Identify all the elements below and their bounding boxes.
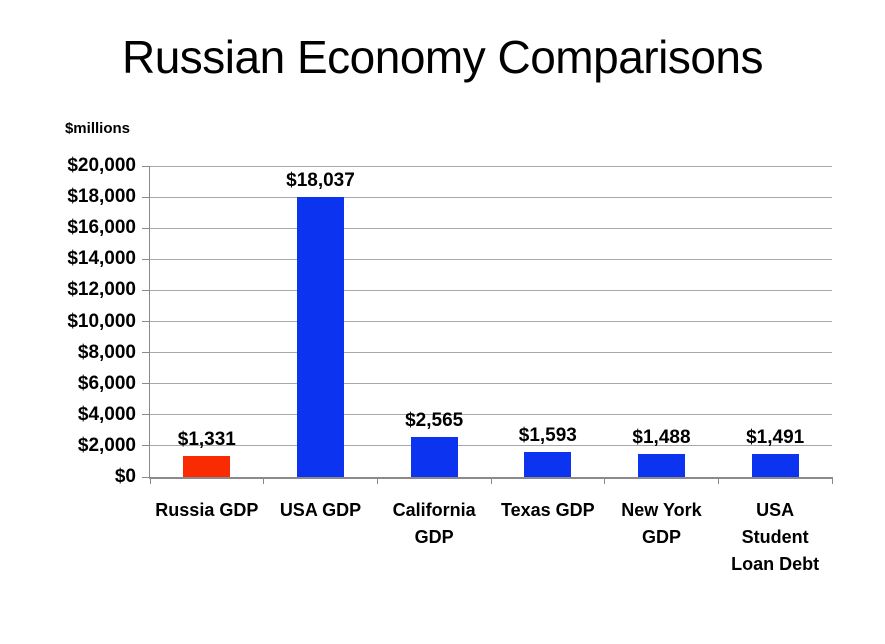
gridline	[150, 289, 832, 291]
category-label: Texas GDP	[500, 500, 595, 520]
bar-value-label: $2,565	[405, 410, 464, 432]
y-axis-label: $0	[114, 466, 136, 487]
category-label: New York GDP	[621, 500, 702, 547]
bar-value-label: $1,593	[518, 425, 577, 447]
y-axis-tick	[142, 445, 150, 447]
y-axis-tick	[142, 321, 150, 322]
gridline	[150, 196, 832, 198]
gridline	[150, 352, 832, 354]
y-axis-label: $14,000	[67, 248, 136, 270]
y-axis-tick	[142, 476, 150, 478]
chart-title: Russian Economy Comparisons	[122, 31, 764, 83]
plot-area: $0 $2,000 $4,000 $6,000 $8,000 $10,000 $12,000…	[67, 155, 833, 574]
y-axis-tick	[142, 352, 150, 354]
x-axis-line	[148, 477, 833, 479]
y-axis-tick	[142, 165, 150, 167]
y-axis-label: $18,000	[67, 186, 136, 208]
y-axis-label: $6,000	[77, 372, 136, 394]
bar	[751, 453, 799, 477]
x-axis-tick	[490, 477, 492, 484]
y-axis-line	[148, 166, 150, 478]
y-axis-tick	[142, 196, 150, 198]
y-axis-label: $16,000	[67, 217, 136, 239]
gridline	[150, 258, 832, 260]
bar-value-label: $1,488	[632, 426, 691, 448]
y-axis-label: $12,000	[67, 279, 136, 301]
x-axis-tick	[376, 477, 378, 484]
y-axis-tick	[142, 227, 150, 229]
bar	[297, 196, 344, 477]
y-axis-label: $20,000	[67, 155, 136, 176]
category-label: California GDP	[392, 500, 476, 547]
bar-value-label: $18,037	[286, 169, 355, 191]
gridline	[150, 383, 832, 385]
y-axis-label: $8,000	[77, 341, 136, 363]
x-axis-tick	[604, 477, 606, 484]
x-axis-tick	[717, 477, 719, 484]
y-axis-tick	[142, 383, 150, 385]
bar	[638, 453, 685, 477]
category-label: USA Student Loan Debt	[731, 500, 820, 574]
bar	[524, 452, 572, 477]
x-axis-tick	[831, 477, 833, 484]
y-axis-label: $2,000	[77, 434, 136, 456]
category-label: Russia GDP	[155, 500, 259, 520]
category-label: USA GDP	[279, 500, 362, 520]
gridline	[150, 165, 832, 167]
gridline	[150, 321, 832, 322]
y-axis-unit-label: $millions	[64, 120, 130, 137]
y-axis-label: $10,000	[67, 310, 136, 332]
bar	[183, 456, 231, 477]
x-axis-tick	[263, 477, 265, 484]
bar-value-label: $1,491	[746, 426, 805, 448]
y-axis-tick	[142, 289, 150, 291]
gridline	[150, 227, 832, 229]
bar	[410, 437, 458, 477]
y-axis-tick	[142, 414, 150, 416]
gridline	[150, 445, 832, 447]
y-axis-tick	[142, 258, 150, 260]
y-axis-label: $4,000	[77, 403, 136, 425]
x-axis-tick	[149, 477, 151, 484]
bar-value-label: $1,331	[177, 429, 236, 451]
gridline	[150, 414, 832, 416]
